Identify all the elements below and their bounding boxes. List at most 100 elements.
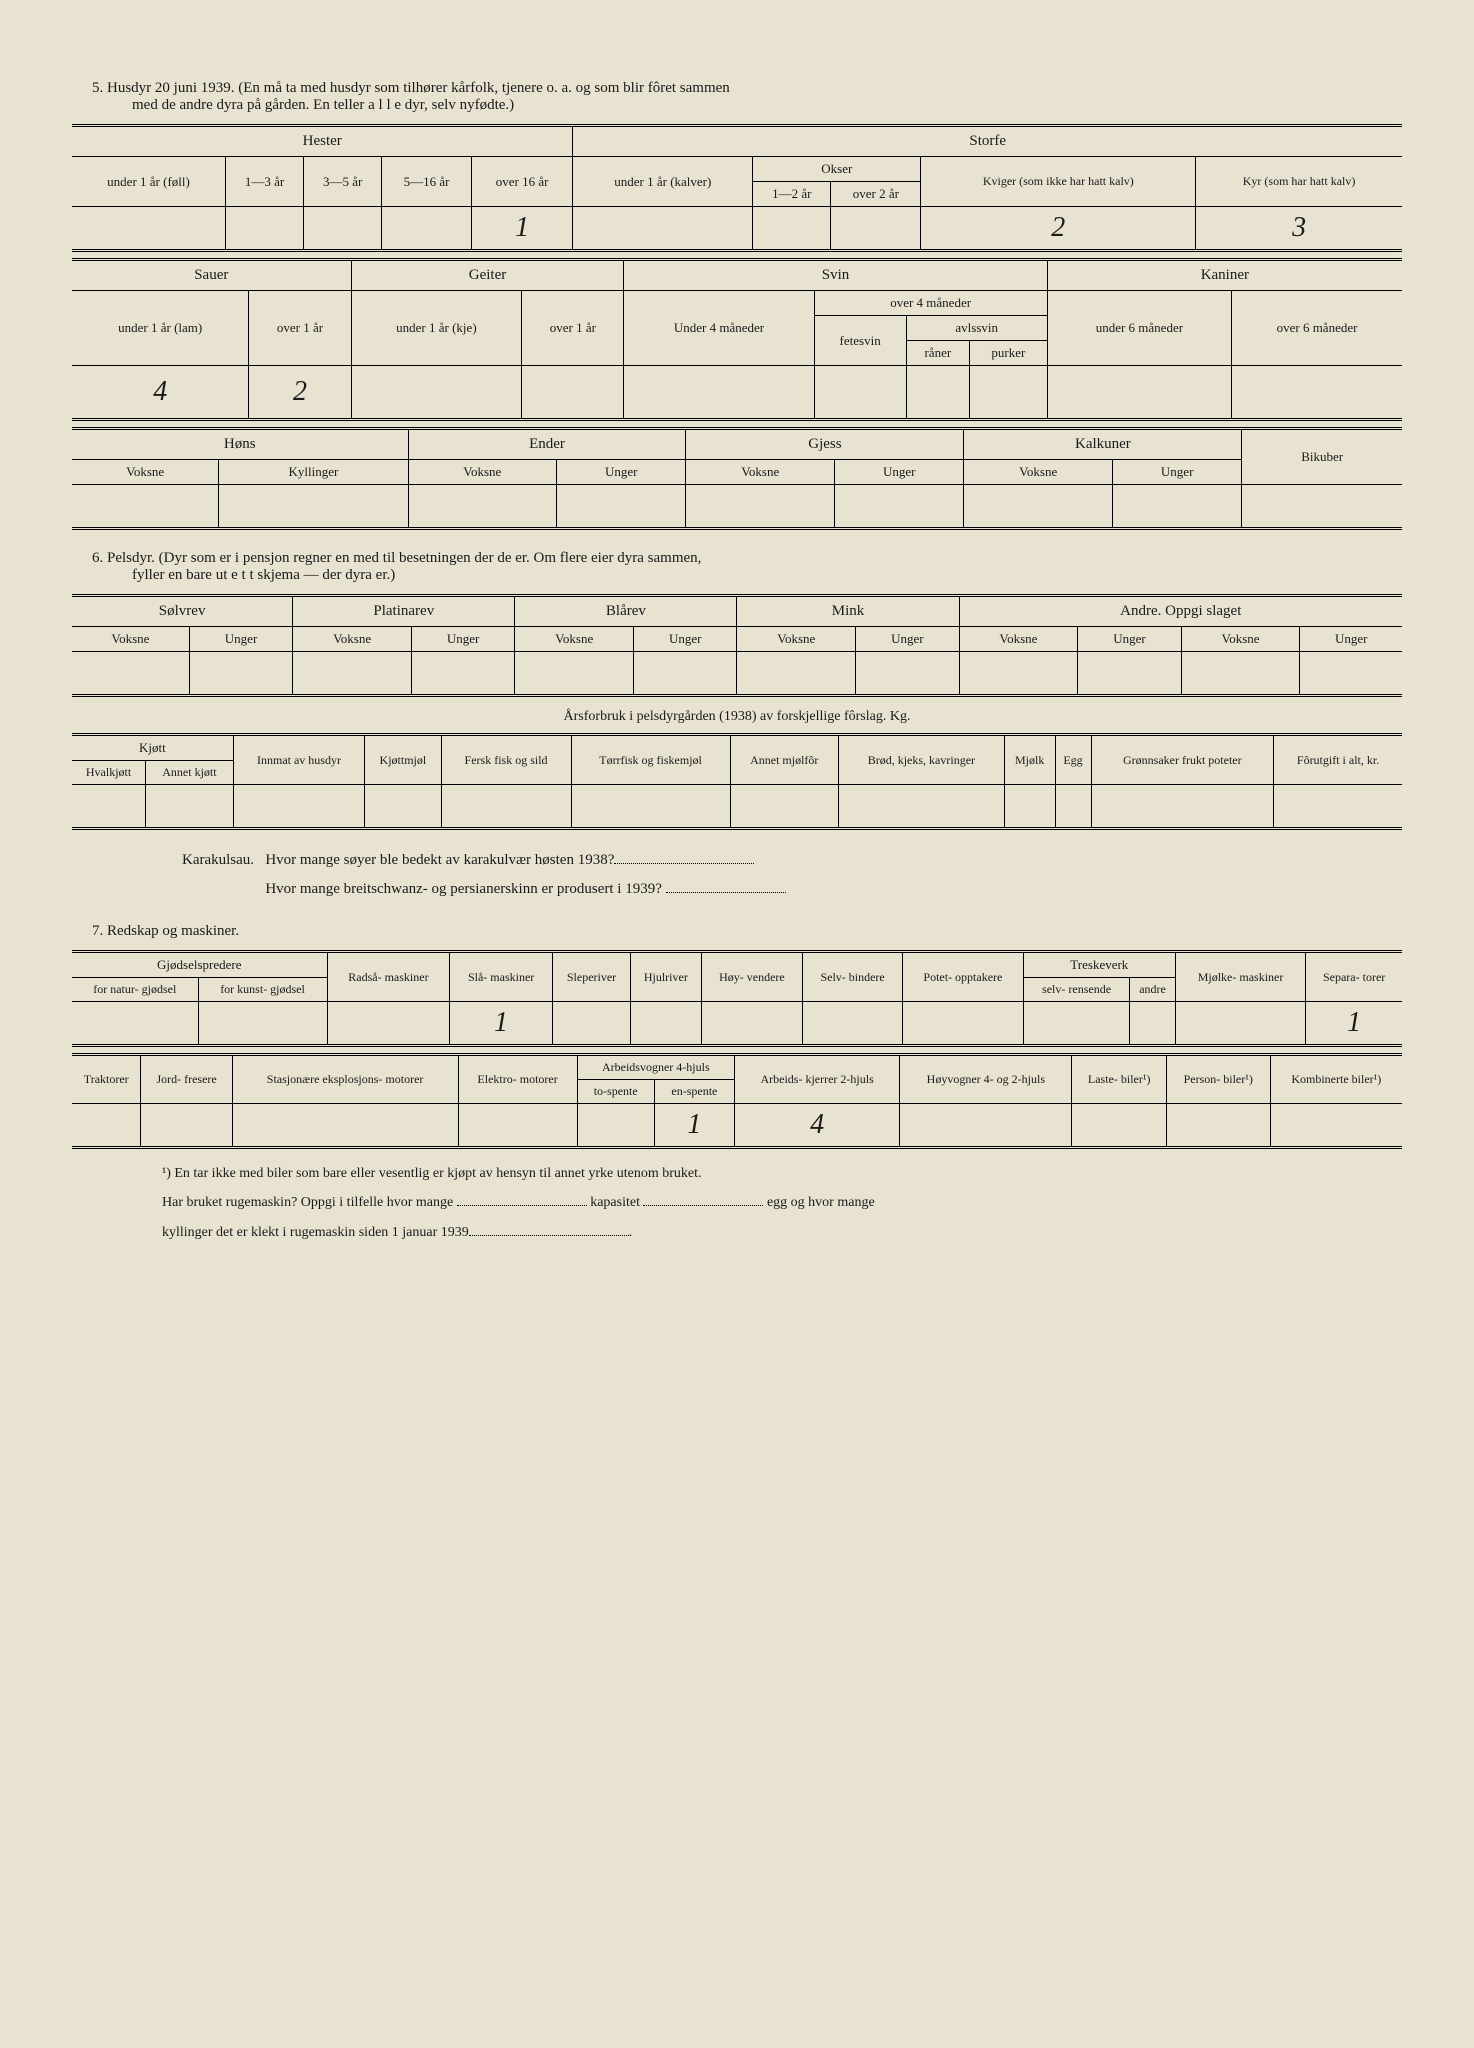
hdr-geiter: Geiter [351,260,624,291]
d-h2 [226,207,304,251]
d-s1 [573,207,753,251]
f-gronnsaker: Grønnsaker frukt poteter [1091,735,1274,785]
br-v: Voksne [515,627,634,652]
r-treske: Treskeverk [1023,952,1175,978]
dr-2 [198,1002,327,1046]
df-2 [146,785,234,829]
karakul-questions: Karakulsau. Hvor mange søyer ble bedekt … [182,846,1402,903]
d-sr-u [189,652,292,696]
d-bikuber [1242,485,1402,529]
hdr-hester: Hester [72,126,573,157]
hons-v: Voksne [72,460,219,485]
dr-7 [701,1002,803,1046]
dm-7: 4 [734,1104,899,1148]
d-sa2: 2 [249,366,351,420]
dr-10 [1023,1002,1129,1046]
d-kalk-u [1112,485,1241,529]
sv-under4: Under 4 måneder [624,291,814,366]
d-s2 [753,207,831,251]
r-potet: Potet- opptakere [902,952,1023,1002]
gjess-u: Unger [835,460,964,485]
hdr-ender: Ender [408,429,686,460]
d-a1-u [1078,652,1181,696]
m-person: Person- biler¹) [1166,1055,1270,1104]
d-mk-u [856,652,959,696]
s5-title2: med de andre dyra på gården. En teller a… [132,97,514,113]
sr-u: Unger [189,627,292,652]
d-kalk-v [964,485,1113,529]
dm-1 [72,1104,141,1148]
r-hjul: Hjulriver [631,952,702,1002]
sa-under1: under 1 år (lam) [72,291,249,366]
f-egg: Egg [1055,735,1091,785]
dr-3 [327,1002,450,1046]
r-hoy: Høy- vendere [701,952,803,1002]
d-g1 [351,366,522,420]
hdr-bikuber: Bikuber [1242,429,1402,485]
d-gjess-u [835,485,964,529]
hdr-kaniner: Kaniner [1047,260,1402,291]
table-sauer-geiter-svin: Sauer Geiter Svin Kaniner under 1 år (la… [72,258,1402,421]
f-kjottmjol: Kjøttmjøl [365,735,441,785]
sr-v: Voksne [72,627,189,652]
r-treske1: selv- rensende [1023,978,1129,1002]
d-k1 [1047,366,1231,420]
h-1-3: 1—3 år [226,157,304,207]
s-kviger: Kviger (som ikke har hatt kalv) [921,157,1196,207]
hdr-platinarev: Platinarev [293,596,515,627]
m-elektro: Elektro- motorer [458,1055,577,1104]
dr-5 [552,1002,630,1046]
dr-8 [803,1002,903,1046]
section-6-heading: 6. Pelsdyr. (Dyr som er i pensjon regner… [92,550,1402,584]
hdr-mink: Mink [737,596,959,627]
dr-4: 1 [450,1002,553,1046]
pr-u: Unger [411,627,514,652]
table-pelsdyr: Sølvrev Platinarev Blårev Mink Andre. Op… [72,594,1402,697]
karakul-label: Karakulsau. [182,852,254,868]
s6-title: Pelsdyr. (Dyr som er i pensjon regner en… [107,550,701,566]
df-8 [838,785,1004,829]
d-sr-v [72,652,189,696]
g-over1: over 1 år [522,291,624,366]
r-slepe: Sleperiver [552,952,630,1002]
m-jord: Jord- fresere [141,1055,232,1104]
dm-3 [232,1104,458,1148]
dm-2 [141,1104,232,1148]
hdr-kalkuner: Kalkuner [964,429,1242,460]
df-9 [1004,785,1055,829]
d-sa1: 4 [72,366,249,420]
d-sv2 [814,366,906,420]
f-forutgift: Fôrutgift i alt, kr. [1274,735,1402,785]
d-gjess-v [686,485,835,529]
table-feed: Kjøtt Innmat av husdyr Kjøttmjøl Fersk f… [72,733,1402,830]
sv-over4: over 4 måneder [814,291,1047,316]
df-11 [1091,785,1274,829]
df-4 [365,785,441,829]
a2-u: Unger [1300,627,1402,652]
sv-purker: purker [969,341,1047,366]
kalk-v: Voksne [964,460,1113,485]
dm-11 [1270,1104,1402,1148]
d-ender-u [557,485,686,529]
m-kjerrer: Arbeids- kjerrer 2-hjuls [734,1055,899,1104]
h-5-16: 5—16 år [382,157,472,207]
d-g2 [522,366,624,420]
foot2b: kapasitet [590,1195,640,1210]
table-redskap-2: Traktorer Jord- fresere Stasjonære ekspl… [72,1053,1402,1149]
m-laste: Laste- biler¹) [1072,1055,1166,1104]
f-annetkjott: Annet kjøtt [146,761,234,785]
s5-title: Husdyr 20 juni 1939. (En må ta med husdy… [107,80,730,96]
dm-9 [1072,1104,1166,1148]
m-hoyvogner: Høyvogner 4- og 2-hjuls [900,1055,1072,1104]
dm-5 [577,1104,654,1148]
d-h1 [72,207,226,251]
s6-num: 6. [92,550,103,566]
k-under6: under 6 måneder [1047,291,1231,366]
r-mjolke: Mjølke- maskiner [1175,952,1305,1002]
s7-title: Redskap og maskiner. [107,923,239,939]
gjess-v: Voksne [686,460,835,485]
d-h4 [382,207,472,251]
f-brod: Brød, kjeks, kavringer [838,735,1004,785]
dm-4 [458,1104,577,1148]
d-h3 [304,207,382,251]
